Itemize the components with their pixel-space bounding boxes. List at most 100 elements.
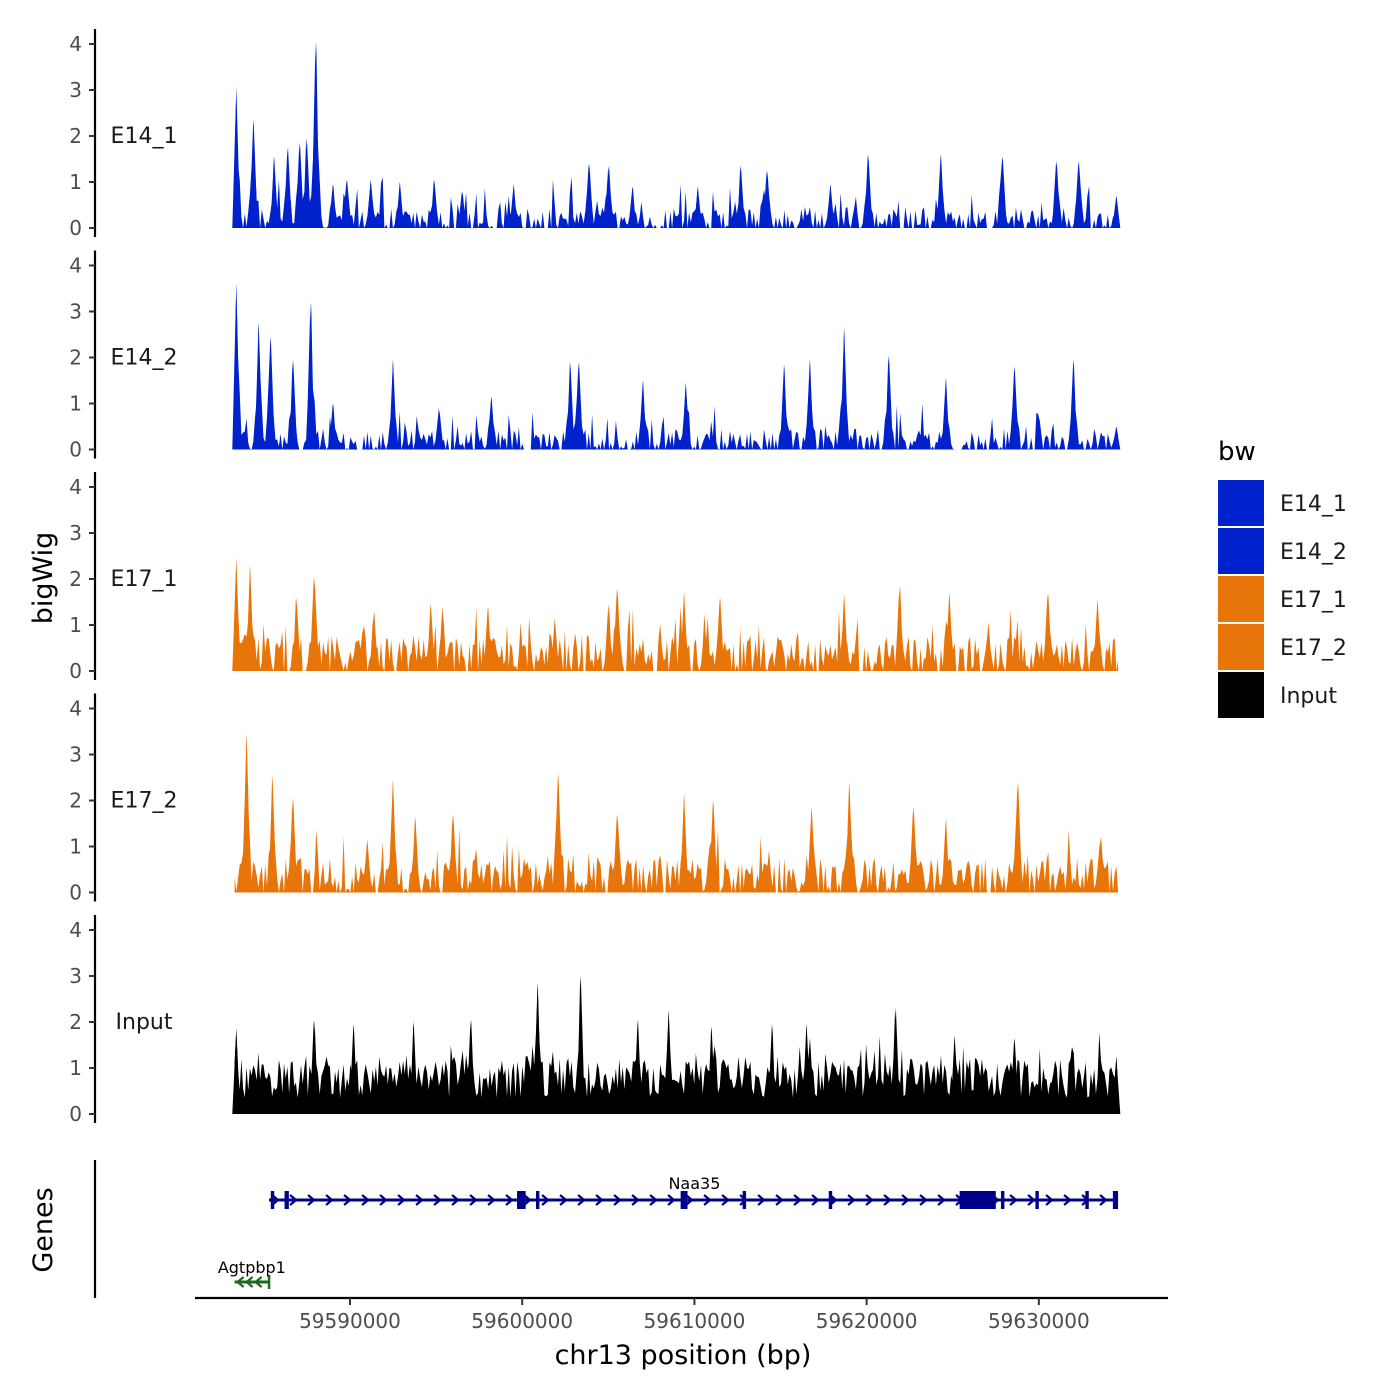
signal-peak	[395, 182, 404, 228]
exon	[680, 1191, 688, 1209]
signal-peak	[302, 138, 311, 228]
signal-peak	[633, 1019, 642, 1114]
signal-peak	[349, 1024, 358, 1114]
signal-peak	[945, 592, 954, 671]
track-E17_1: 0 1 2 3 4 E17_1	[69, 472, 1119, 683]
gene-label: Naa35	[668, 1174, 720, 1193]
exon	[828, 1191, 833, 1209]
signal-peak	[680, 793, 689, 893]
signal-peak	[576, 976, 585, 1114]
track-label: E17_1	[111, 567, 178, 592]
x-tick-label: 59590000	[299, 1309, 401, 1333]
signal-peak	[566, 362, 575, 450]
signal-peak	[466, 1019, 475, 1114]
legend-swatch-E14_1	[1218, 480, 1264, 526]
signal-peak	[232, 558, 241, 671]
signal-peak	[845, 782, 854, 893]
y-tick-label: 3	[69, 521, 82, 545]
signal-peak	[232, 1028, 241, 1114]
y-tick-label: 4	[69, 475, 82, 499]
signal-peak	[1112, 195, 1121, 228]
exon	[284, 1191, 289, 1209]
signal-peak	[941, 818, 950, 893]
signal-peak	[246, 565, 255, 671]
y-tick-label: 4	[69, 254, 82, 278]
x-tick-label: 59600000	[471, 1309, 573, 1333]
y-tick-label: 2	[69, 789, 82, 813]
strand-arrow	[901, 1194, 910, 1206]
signal-peak	[805, 359, 814, 450]
strand-arrow	[433, 1194, 442, 1206]
legend-label-E17_2: E17_2	[1280, 636, 1347, 661]
genes-panel: Agtpbp1 Naa35	[93, 1160, 1119, 1298]
strand-arrow	[451, 1194, 460, 1206]
genes-panel-title: Genes	[28, 1187, 59, 1272]
signal-peak	[309, 1019, 318, 1114]
bigwig-tracks: 0 1 2 3 4 E14_1 0 1 2 3 4 E14_2 0 1 2 3 4 E17_1 0 1 2 3 4 E17_2…	[69, 29, 1121, 1126]
signal-peak	[840, 327, 849, 450]
signal-peak	[612, 814, 621, 893]
signal-peak	[709, 800, 718, 893]
strand-arrow	[847, 1194, 856, 1206]
signal-peak	[389, 359, 397, 450]
signal-peak	[840, 595, 849, 671]
strand-arrow	[721, 1194, 730, 1206]
signal-peak	[585, 163, 594, 228]
y-tick-label: 2	[69, 346, 82, 370]
strand-arrow	[613, 1194, 622, 1206]
y-tick-label: 0	[69, 216, 82, 240]
signal-area	[234, 976, 1119, 1114]
exon	[1035, 1191, 1039, 1209]
strand-arrow	[559, 1194, 568, 1206]
y-axis-title: bigWig	[28, 532, 59, 625]
signal-peak	[430, 179, 439, 228]
strand-arrow	[649, 1194, 658, 1206]
signal-peak	[936, 154, 945, 228]
signal-peak	[550, 618, 559, 671]
signal-peak	[707, 1026, 716, 1114]
y-tick-label: 0	[69, 659, 82, 683]
y-tick-label: 0	[69, 881, 82, 905]
strand-arrow	[757, 1194, 766, 1206]
signal-peak	[762, 170, 771, 228]
strand-arrow	[379, 1194, 388, 1206]
signal-peak	[270, 156, 279, 228]
signal-peak	[309, 576, 318, 671]
signal-peak	[826, 184, 835, 228]
signal-peak	[366, 179, 375, 228]
signal-peak	[232, 87, 241, 228]
signal-peak	[1010, 366, 1019, 450]
signal-peak	[268, 775, 277, 893]
signal-peak	[998, 156, 1007, 228]
track-label: E14_2	[111, 346, 178, 371]
y-tick-label: 0	[69, 438, 82, 462]
signal-peak	[342, 179, 351, 228]
signal-peak	[328, 403, 337, 450]
strand-arrow	[1045, 1194, 1054, 1206]
signal-peak	[1112, 426, 1121, 450]
signal-peak	[435, 410, 444, 450]
signal-peak	[1043, 592, 1052, 671]
signal-peak	[604, 604, 613, 671]
y-tick-label: 2	[69, 567, 82, 591]
signal-peak	[254, 323, 263, 450]
signal-peak	[411, 816, 420, 893]
y-tick-label: 1	[69, 835, 82, 859]
signal-peak	[284, 147, 292, 228]
gene-Naa35: Naa35	[269, 1174, 1119, 1209]
strand-arrow	[361, 1194, 370, 1206]
signal-peak	[292, 597, 301, 671]
signal-peak	[1010, 1038, 1019, 1114]
signal-peak	[554, 772, 563, 893]
signal-peak	[509, 184, 518, 228]
exon	[1112, 1191, 1119, 1209]
signal-peak	[638, 380, 647, 450]
track-label: E14_1	[111, 124, 178, 149]
legend-swatch-E17_2	[1218, 624, 1264, 670]
legend-title: bw	[1218, 437, 1256, 467]
x-tick-label: 59630000	[988, 1309, 1090, 1333]
strand-arrow	[523, 1194, 532, 1206]
legend: bw E14_1 E14_2 E17_1 E17_2 Input	[1218, 437, 1347, 718]
x-tick-label: 59610000	[644, 1309, 746, 1333]
